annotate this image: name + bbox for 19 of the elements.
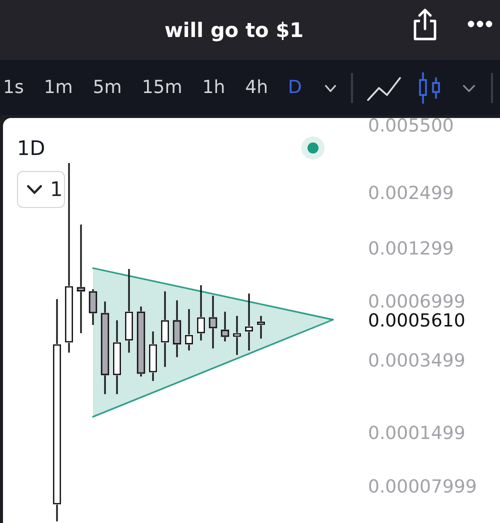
text: 0.0005610 [368,310,466,332]
text: 1D [17,136,46,160]
text: 1m [44,77,73,98]
text: 1s [3,77,24,98]
y-tick-label: 0.00007999 [368,476,477,498]
chart-title: will go to $1 [163,17,305,44]
y-tick-label: 0.002499 [368,182,454,204]
text: 4h [245,77,268,98]
y-tick-label: 0.0001499 [368,422,466,444]
y-tick-label: 0.0003499 [368,350,466,372]
y-tick-label: 0.001299 [368,238,454,260]
text: 1h [202,77,226,98]
text: 15m [142,77,182,98]
y-tick-label: 0.005500 [368,116,454,137]
annotation: 1 [50,177,63,201]
collapse-button: 1 [17,171,65,208]
y-tick-label: 0.0006999 [368,291,466,312]
text: 5m [92,77,122,98]
text: D [288,77,302,98]
